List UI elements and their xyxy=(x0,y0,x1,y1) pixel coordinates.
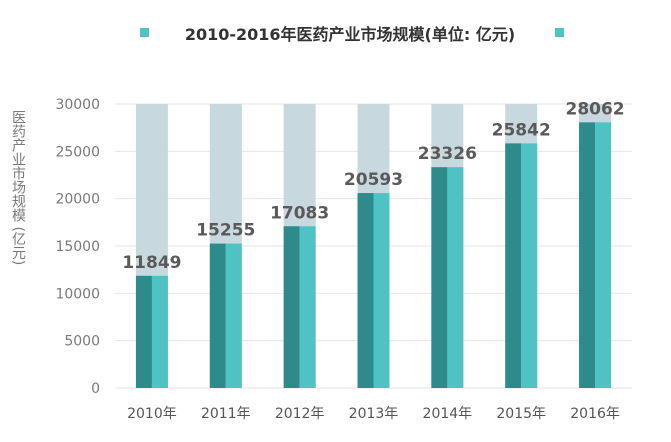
bar xyxy=(505,143,522,388)
y-tick-label: 5000 xyxy=(64,334,100,350)
bars xyxy=(135,104,612,388)
bar xyxy=(357,193,374,388)
category-label: 2010年 xyxy=(127,406,177,422)
bar xyxy=(283,226,300,388)
bar xyxy=(431,167,448,388)
value-label: 28062 xyxy=(565,99,624,119)
title-marker-left xyxy=(140,28,149,37)
category-labels: 2010年 2011年 2012年 2013年 2014年 2015年 2016年 xyxy=(127,406,620,422)
value-label: 17083 xyxy=(270,203,329,223)
y-tick-label: 20000 xyxy=(55,192,100,208)
bar xyxy=(579,122,596,388)
value-labels: 11849 15255 17083 20593 23326 25842 28062 xyxy=(122,99,624,272)
category-label: 2016年 xyxy=(570,406,620,422)
bar-highlight xyxy=(521,143,538,388)
value-label: 20593 xyxy=(344,170,403,190)
category-label: 2015年 xyxy=(496,406,546,422)
y-tick-label: 25000 xyxy=(55,144,100,160)
bar-highlight xyxy=(447,167,464,388)
bar-highlight xyxy=(151,275,168,388)
category-label: 2013年 xyxy=(349,406,399,422)
bar-highlight xyxy=(595,122,612,388)
y-tick-label: 0 xyxy=(91,381,100,397)
y-axis-label: 医药产业市场规模 (亿元) xyxy=(10,110,26,265)
bar xyxy=(209,243,226,388)
value-label: 15255 xyxy=(196,221,255,241)
y-tick-label: 10000 xyxy=(55,286,100,302)
bar xyxy=(135,275,152,388)
bar-highlight xyxy=(299,226,316,388)
title-marker-right xyxy=(555,28,564,37)
y-tick-label: 30000 xyxy=(55,97,100,113)
value-label: 25842 xyxy=(492,120,551,140)
category-label: 2014年 xyxy=(423,406,473,422)
bar-highlight xyxy=(225,243,242,388)
y-tick-label: 15000 xyxy=(55,239,100,255)
value-label: 11849 xyxy=(122,253,181,273)
y-tick-labels: 0 5000 10000 15000 20000 25000 30000 xyxy=(55,97,100,397)
category-label: 2012年 xyxy=(275,406,325,422)
value-label: 23326 xyxy=(418,144,477,164)
bar-highlight xyxy=(373,193,390,388)
category-label: 2011年 xyxy=(201,406,251,422)
chart-title: 2010-2016年医药产业市场规模(单位: 亿元) xyxy=(185,25,515,44)
